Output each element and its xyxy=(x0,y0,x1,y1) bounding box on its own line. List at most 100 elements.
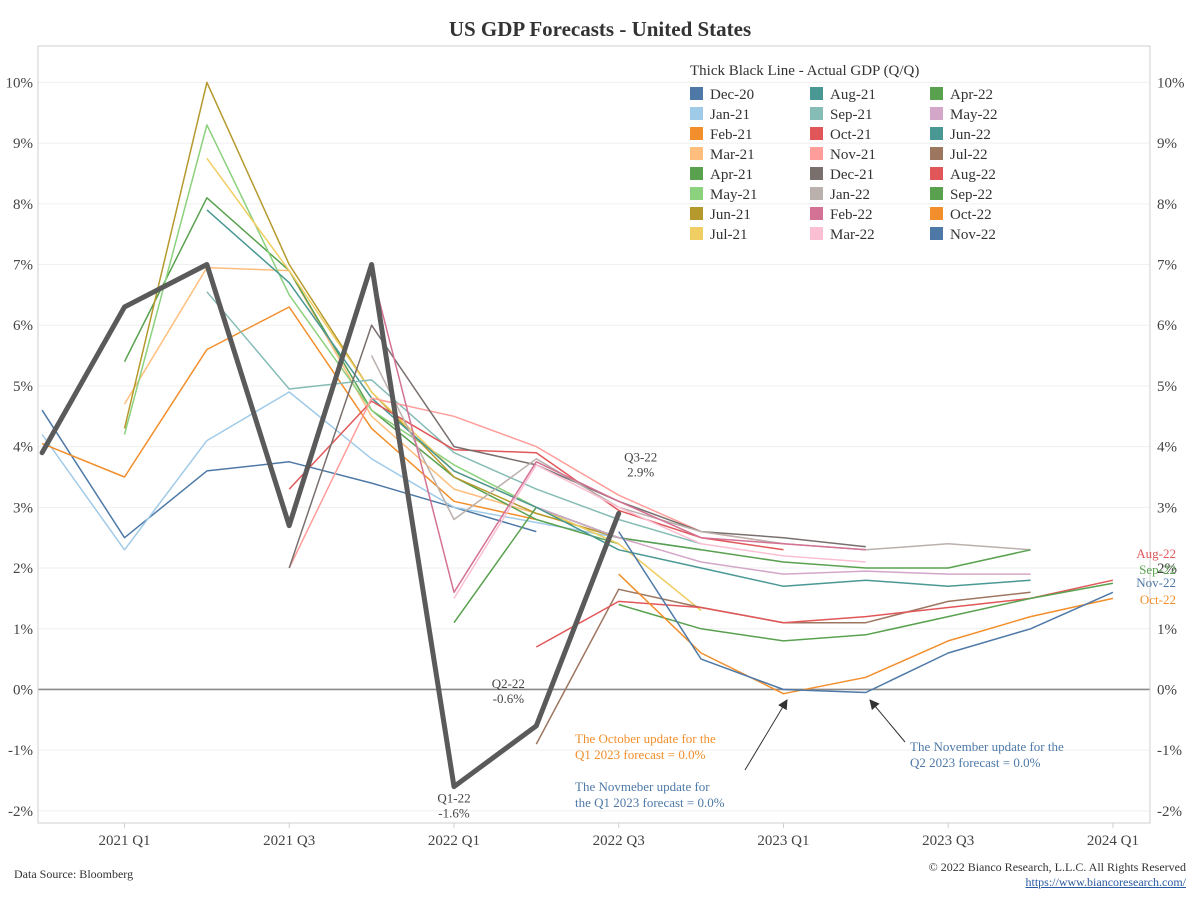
legend-label: Jun-21 xyxy=(710,207,751,223)
y-tick-label-left: 9% xyxy=(13,136,33,152)
legend-label: Sep-21 xyxy=(830,107,873,123)
y-tick-label-left: 0% xyxy=(13,682,33,698)
series-line-nov-22 xyxy=(618,531,1114,694)
legend-item-dec-21: Dec-21 xyxy=(810,167,874,183)
legend-label: Apr-21 xyxy=(710,167,753,183)
source-link[interactable]: https://www.biancoresearch.com/ xyxy=(1025,875,1186,889)
legend-item-mar-21: Mar-21 xyxy=(690,147,755,163)
legend-item-sep-21: Sep-21 xyxy=(810,107,873,123)
y-tick-label-left: 5% xyxy=(13,379,33,395)
y-tick-label-left: -2% xyxy=(8,804,33,820)
legend-swatch xyxy=(690,187,703,200)
y-tick-label-right: -1% xyxy=(1157,743,1182,759)
y-tick-label-left: 10% xyxy=(6,75,34,91)
y-tick-label-left: 3% xyxy=(13,500,33,516)
series-line-may-22 xyxy=(536,506,1031,575)
x-tick-label: 2021 Q3 xyxy=(263,833,315,849)
series-line-sep-22 xyxy=(618,582,1114,642)
legend-swatch xyxy=(930,127,943,140)
legend-swatch xyxy=(930,227,943,240)
point-label-value: 2.9% xyxy=(627,464,654,479)
annotation-arrow xyxy=(744,699,788,771)
legend-item-jul-21: Jul-21 xyxy=(690,227,748,243)
y-tick-label-left: 2% xyxy=(13,561,33,577)
y-tick-label-right: 2% xyxy=(1157,561,1177,577)
annotation-line: The Novmeber update for xyxy=(575,779,710,794)
legend-item-feb-21: Feb-21 xyxy=(690,127,753,143)
x-tick-label: 2023 Q1 xyxy=(757,833,809,849)
legend-item-mar-22: Mar-22 xyxy=(810,227,875,243)
y-tick-label-left: 8% xyxy=(13,197,33,213)
series-line-may-21 xyxy=(123,124,620,545)
legend-label: Nov-21 xyxy=(830,147,876,163)
chart-title: US GDP Forecasts - United States xyxy=(448,17,752,41)
legend-swatch xyxy=(690,127,703,140)
y-tick-label-left: 1% xyxy=(13,622,33,638)
legend-label: Aug-22 xyxy=(950,167,996,183)
legend-label: Oct-22 xyxy=(950,207,992,223)
series-line-jul-21 xyxy=(206,157,702,612)
legend-item-jun-21: Jun-21 xyxy=(690,207,751,223)
y-tick-label-right: 1% xyxy=(1157,622,1177,638)
legend-swatch xyxy=(690,207,703,220)
legend-item-nov-22: Nov-22 xyxy=(930,227,996,243)
legend-label: Mar-22 xyxy=(830,227,875,243)
series-line-mar-21 xyxy=(123,266,619,539)
x-tick-label: 2022 Q3 xyxy=(593,833,645,849)
legend-swatch xyxy=(810,147,823,160)
plot-frame xyxy=(37,45,1151,824)
x-tick-label: 2023 Q3 xyxy=(922,833,974,849)
x-tick-label: 2022 Q1 xyxy=(428,833,480,849)
legend-label: Oct-21 xyxy=(830,127,872,143)
legend-item-jun-22: Jun-22 xyxy=(930,127,991,143)
legend-swatch xyxy=(810,127,823,140)
legend-swatch xyxy=(810,207,823,220)
legend-swatch xyxy=(810,187,823,200)
legend-label: Jul-21 xyxy=(710,227,748,243)
series-line-jul-22 xyxy=(535,588,1031,745)
legend-swatch xyxy=(810,167,823,180)
legend-label: Feb-21 xyxy=(710,127,753,143)
y-tick-label-left: 6% xyxy=(13,318,33,334)
legend-item-may-22: May-22 xyxy=(930,107,998,123)
data-source: Data Source: Bloomberg xyxy=(14,867,134,881)
y-tick-label-right: 9% xyxy=(1157,136,1177,152)
legend-item-dec-20: Dec-20 xyxy=(690,87,754,103)
actual-gdp-line xyxy=(39,262,622,790)
legend-item-sep-22: Sep-22 xyxy=(930,187,993,203)
legend-swatch xyxy=(810,87,823,100)
copyright-text: © 2022 Bianco Research, L.L.C. All Right… xyxy=(928,860,1186,874)
legend-label: Nov-22 xyxy=(950,227,996,243)
point-label-name: Q3-22 xyxy=(624,449,657,464)
legend-label: Jun-22 xyxy=(950,127,991,143)
point-label-q3-22: Q3-222.9% xyxy=(624,449,657,479)
point-label-q2-22: Q2-22-0.6% xyxy=(492,676,525,706)
legend-swatch xyxy=(690,227,703,240)
annotation-line: The November update for the xyxy=(910,739,1064,754)
end-label-sep-22: Sep-22 xyxy=(1139,562,1176,577)
legend-swatch xyxy=(690,107,703,120)
legend-label: Jan-22 xyxy=(830,187,870,203)
y-tick-label-right: 5% xyxy=(1157,379,1177,395)
series-line-nov-21 xyxy=(288,397,784,569)
legend-item-apr-22: Apr-22 xyxy=(930,87,993,103)
y-tick-label-right: 6% xyxy=(1157,318,1177,334)
copyright: © 2022 Bianco Research, L.L.C. All Right… xyxy=(929,860,1186,890)
legend-swatch xyxy=(930,107,943,120)
y-tick-label-right: 10% xyxy=(1157,75,1185,91)
legend-item-jan-22: Jan-22 xyxy=(810,187,870,203)
series-line-apr-22 xyxy=(453,506,1031,624)
series-line-oct-22 xyxy=(618,573,1114,695)
end-label-nov-22: Nov-22 xyxy=(1136,575,1176,590)
legend-swatch xyxy=(930,147,943,160)
point-label-name: Q1-22 xyxy=(437,791,470,806)
end-label-aug-22: Aug-22 xyxy=(1136,546,1176,561)
legend-swatch xyxy=(930,87,943,100)
legend-label: Jul-22 xyxy=(950,147,988,163)
legend-swatch xyxy=(810,227,823,240)
legend-item-jul-22: Jul-22 xyxy=(930,147,988,163)
legend-swatch xyxy=(930,187,943,200)
series-line-jan-21 xyxy=(41,391,619,551)
